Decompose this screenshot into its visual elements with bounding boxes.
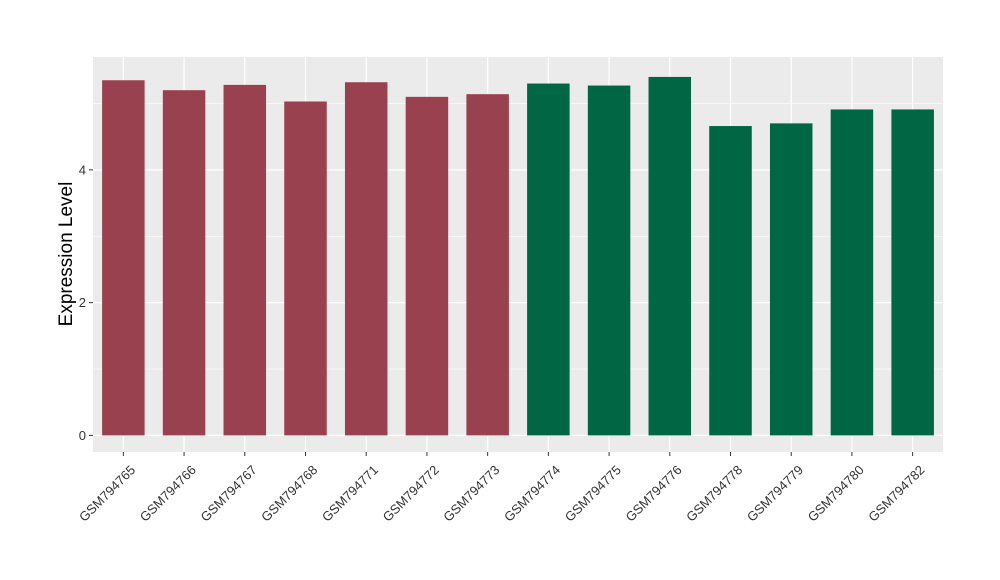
x-tick-label: GSM794773: [440, 462, 502, 524]
x-axis: GSM794765GSM794766GSM794767GSM794768GSM7…: [76, 452, 928, 525]
x-tick-label: GSM794778: [683, 462, 745, 524]
bar-GSM794765: [102, 80, 145, 436]
bar-GSM794775: [587, 85, 631, 436]
x-tick-label: GSM794767: [197, 462, 259, 524]
bar-GSM794780: [830, 109, 874, 436]
y-tick-label: 4: [79, 162, 86, 177]
x-tick-label: GSM794776: [622, 462, 684, 524]
plot-panel: [93, 57, 943, 452]
x-tick-label: GSM794772: [380, 462, 442, 524]
x-tick-label: GSM794766: [137, 462, 199, 524]
bar-GSM794771: [344, 82, 388, 436]
y-tick-label: 0: [79, 428, 86, 443]
bar-GSM794774: [527, 83, 570, 436]
bar-GSM794766: [162, 90, 206, 436]
bar-GSM794773: [466, 94, 509, 436]
bar-GSM794778: [709, 126, 752, 436]
x-tick-label: GSM794779: [744, 462, 806, 524]
x-tick-label: GSM794780: [805, 462, 867, 524]
y-tick-label: 2: [79, 295, 86, 310]
x-tick-label: GSM794768: [258, 462, 320, 524]
x-tick-label: GSM794775: [562, 462, 624, 524]
x-tick-label: GSM794765: [76, 462, 138, 524]
bar-GSM794772: [405, 96, 449, 436]
x-tick-label: GSM794774: [501, 462, 563, 524]
x-tick-label: GSM794771: [319, 462, 381, 524]
y-axis: 0 2 4: [79, 162, 93, 443]
bar-GSM794779: [769, 123, 813, 436]
bar-GSM794776: [648, 76, 692, 436]
bars: [102, 76, 934, 436]
bar-GSM794767: [223, 84, 267, 436]
x-tick-label: GSM794782: [865, 462, 927, 524]
bar-GSM794768: [284, 101, 327, 436]
y-axis-title: Expression Level: [56, 182, 77, 327]
bar-GSM794782: [891, 109, 934, 436]
